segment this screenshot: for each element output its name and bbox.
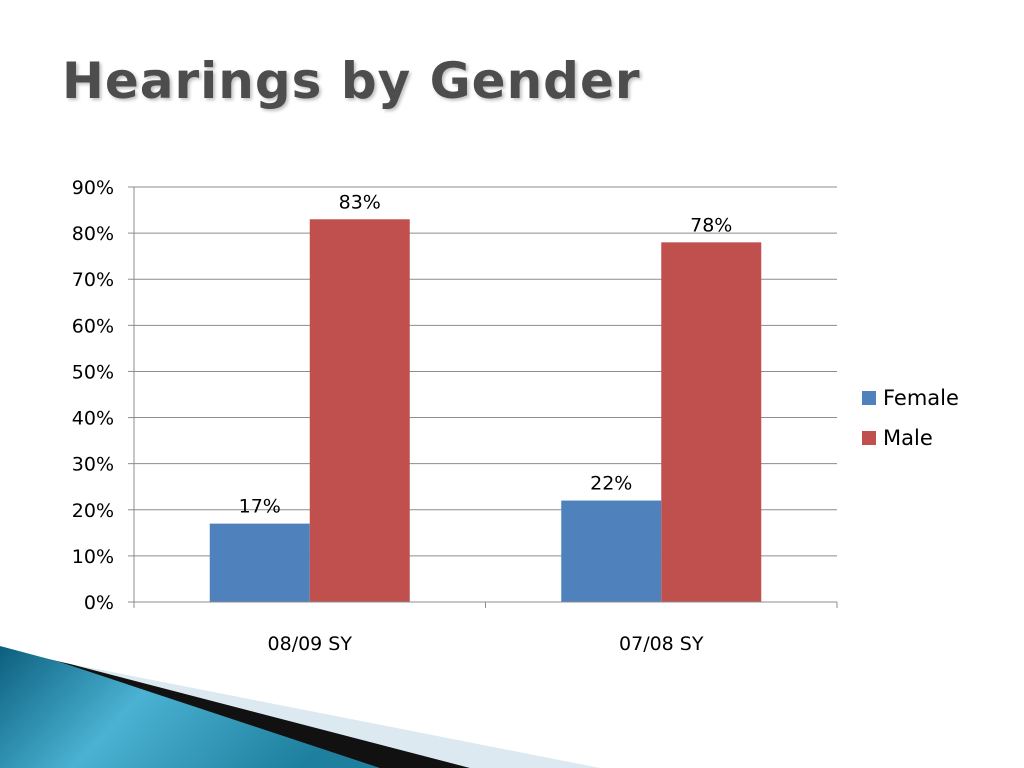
category-label: 08/09 SY — [268, 633, 353, 655]
data-label: 17% — [239, 496, 281, 518]
labels: 0% 10% 20% 30% 40% 50% 60% 70% 80% 90% 17% 83% 08/09… — [72, 177, 733, 655]
legend-swatch-male — [862, 431, 876, 445]
legend-label-female: Female — [883, 386, 959, 410]
y-tick-label: 50% — [72, 361, 114, 383]
slide-title: Hearings by Gender — [62, 52, 641, 110]
y-tick-label: 0% — [84, 592, 114, 614]
y-tick-label: 30% — [72, 454, 114, 476]
bar-female — [209, 523, 310, 602]
y-tick-label: 80% — [72, 223, 114, 245]
data-label: 83% — [339, 191, 381, 213]
bar-female — [561, 500, 662, 602]
bar-male — [309, 219, 410, 602]
bar-male — [661, 242, 762, 603]
category-label: 07/08 SY — [619, 633, 704, 655]
y-tick-label: 20% — [72, 500, 114, 522]
y-tick-label: 60% — [72, 315, 114, 337]
data-label: 78% — [690, 214, 732, 236]
bars — [209, 219, 762, 603]
legend-label-male: Male — [883, 426, 933, 450]
y-tick-label: 10% — [72, 546, 114, 568]
y-tick-label: 70% — [72, 269, 114, 291]
legend-swatch-female — [862, 391, 876, 405]
y-tick-label: 90% — [72, 177, 114, 199]
axes — [128, 186, 838, 608]
legend: Female Male — [862, 386, 959, 450]
y-tick-label: 40% — [72, 408, 114, 430]
data-label: 22% — [590, 473, 632, 495]
